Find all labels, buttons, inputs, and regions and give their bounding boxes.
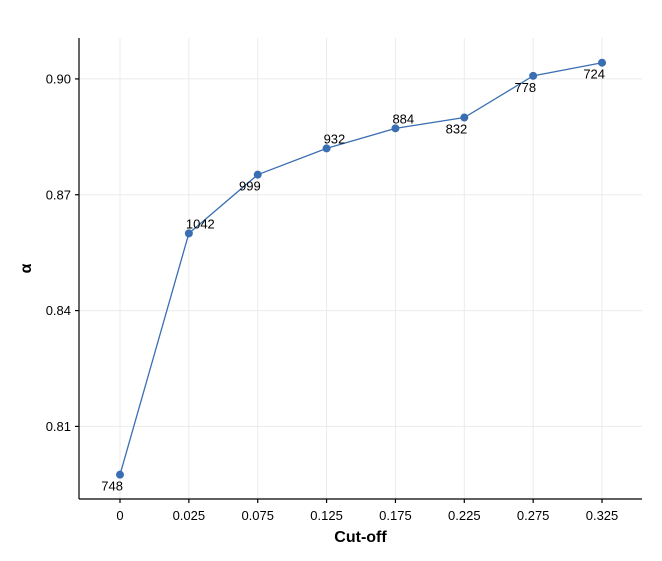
data-point xyxy=(253,170,262,179)
data-point xyxy=(116,470,124,479)
data-label: 999 xyxy=(239,179,261,194)
data-label: 1042 xyxy=(186,216,215,231)
x-tick-label: 0.025 xyxy=(173,508,206,523)
y-tick-label: 0.84 xyxy=(46,303,71,318)
data-point xyxy=(460,113,469,122)
x-tick-label: 0.225 xyxy=(448,508,481,523)
data-point xyxy=(598,58,607,67)
data-label: 724 xyxy=(583,67,605,82)
data-series xyxy=(116,58,607,479)
data-label: 832 xyxy=(446,122,468,137)
x-tick-label: 0 xyxy=(116,508,123,523)
axes: 0 0.025 0.075 0.125 0.175 0.225 0.275 0.325 0.81… xyxy=(46,38,642,523)
data-label: 884 xyxy=(392,111,414,126)
grid xyxy=(79,38,642,499)
y-tick-label: 0.87 xyxy=(46,187,71,202)
x-tick-label: 0.175 xyxy=(379,508,412,523)
y-tick-label: 0.81 xyxy=(46,419,71,434)
x-tick-label: 0.275 xyxy=(517,508,550,523)
y-tick-label: 0.90 xyxy=(46,71,71,86)
x-tick-label: 0.325 xyxy=(586,508,619,523)
data-label: 778 xyxy=(514,80,536,95)
data-point xyxy=(529,71,538,80)
data-label: 748 xyxy=(101,479,123,494)
data-point xyxy=(184,229,193,238)
x-tick-label: 0.125 xyxy=(310,508,343,523)
y-axis-title: α xyxy=(18,263,35,273)
x-tick-label: 0.075 xyxy=(241,508,274,523)
data-point xyxy=(391,124,400,133)
data-point xyxy=(322,144,331,153)
series-line xyxy=(119,62,603,475)
x-axis-title: Cut-off xyxy=(334,529,387,546)
point-labels: 748 1042 999 932 884 832 778 724 xyxy=(101,67,605,494)
data-label: 932 xyxy=(324,131,346,146)
